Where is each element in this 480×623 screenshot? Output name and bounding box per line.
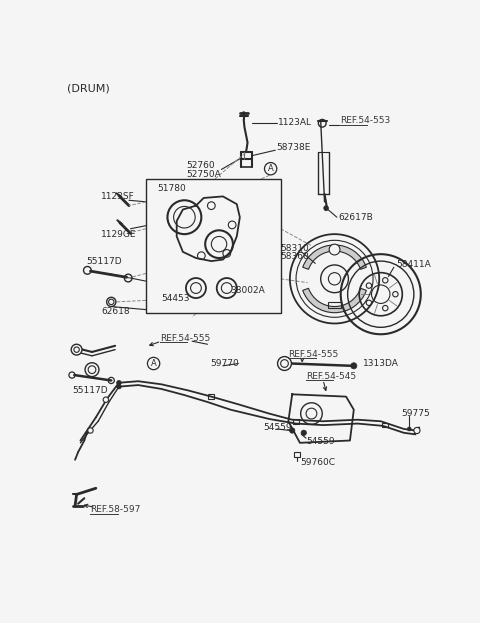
- Text: 59770: 59770: [210, 359, 239, 368]
- Text: 55117D: 55117D: [73, 386, 108, 395]
- Bar: [328, 302, 341, 308]
- Circle shape: [329, 244, 340, 255]
- Text: 38002A: 38002A: [230, 286, 265, 295]
- Text: 1313DA: 1313DA: [363, 359, 399, 368]
- Circle shape: [414, 427, 420, 434]
- Wedge shape: [303, 288, 366, 313]
- Circle shape: [103, 397, 108, 402]
- Text: (DRUM): (DRUM): [67, 83, 110, 93]
- Text: 58411A: 58411A: [396, 260, 431, 270]
- Text: REF.54-553: REF.54-553: [340, 117, 390, 125]
- Text: 58310: 58310: [281, 244, 310, 252]
- Circle shape: [88, 428, 93, 433]
- Text: 54559: 54559: [306, 437, 335, 446]
- Text: 59760C: 59760C: [300, 459, 335, 467]
- Text: A: A: [268, 164, 274, 173]
- Text: 59775: 59775: [402, 409, 430, 418]
- Text: REF.54-555: REF.54-555: [288, 350, 338, 359]
- Text: REF.54-545: REF.54-545: [306, 372, 356, 381]
- Circle shape: [85, 363, 99, 376]
- Circle shape: [117, 384, 121, 389]
- Circle shape: [71, 345, 82, 355]
- Text: REF.58-597: REF.58-597: [90, 505, 141, 515]
- Text: 62618: 62618: [101, 307, 130, 316]
- Circle shape: [301, 430, 306, 435]
- Text: 62617B: 62617B: [338, 212, 373, 222]
- Circle shape: [324, 207, 328, 211]
- Bar: [208, 394, 215, 399]
- Text: REF.54-555: REF.54-555: [160, 333, 210, 343]
- Text: 54559: 54559: [263, 423, 291, 432]
- Text: 51780: 51780: [157, 184, 186, 193]
- Text: 58738E: 58738E: [276, 143, 311, 153]
- Circle shape: [117, 381, 121, 385]
- Bar: [382, 423, 388, 427]
- Circle shape: [242, 112, 245, 115]
- Bar: [146, 179, 281, 313]
- Circle shape: [324, 206, 328, 211]
- Circle shape: [289, 428, 295, 433]
- Text: 54453: 54453: [161, 293, 190, 303]
- Text: 1129GE: 1129GE: [101, 231, 137, 239]
- Text: 1123SF: 1123SF: [101, 192, 135, 201]
- Circle shape: [351, 363, 357, 369]
- Text: 55117D: 55117D: [86, 257, 121, 267]
- Text: A: A: [151, 359, 156, 368]
- Circle shape: [408, 427, 411, 431]
- Text: 52750A: 52750A: [186, 169, 221, 179]
- Bar: [294, 452, 300, 457]
- Circle shape: [300, 403, 322, 424]
- Text: 52760: 52760: [186, 161, 215, 170]
- Wedge shape: [303, 245, 366, 269]
- Text: 58360: 58360: [281, 252, 310, 261]
- Bar: [293, 419, 299, 424]
- Text: 1123AL: 1123AL: [277, 118, 312, 127]
- Circle shape: [277, 356, 291, 371]
